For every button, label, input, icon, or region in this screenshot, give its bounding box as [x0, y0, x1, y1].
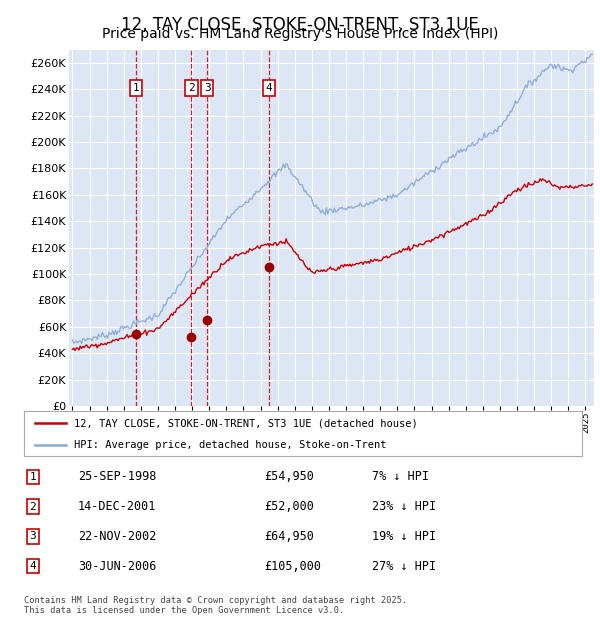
Text: 2: 2: [29, 502, 37, 512]
Text: 27% ↓ HPI: 27% ↓ HPI: [372, 560, 436, 572]
Text: 2: 2: [188, 83, 195, 93]
Text: 12, TAY CLOSE, STOKE-ON-TRENT, ST3 1UE (detached house): 12, TAY CLOSE, STOKE-ON-TRENT, ST3 1UE (…: [74, 418, 418, 428]
Text: £54,950: £54,950: [264, 471, 314, 483]
Text: 25-SEP-1998: 25-SEP-1998: [78, 471, 157, 483]
Text: 30-JUN-2006: 30-JUN-2006: [78, 560, 157, 572]
Text: 1: 1: [133, 83, 140, 93]
Text: 14-DEC-2001: 14-DEC-2001: [78, 500, 157, 513]
Text: 4: 4: [29, 561, 37, 571]
Text: 3: 3: [29, 531, 37, 541]
Text: 23% ↓ HPI: 23% ↓ HPI: [372, 500, 436, 513]
Text: £105,000: £105,000: [264, 560, 321, 572]
Text: £64,950: £64,950: [264, 530, 314, 542]
Text: 7% ↓ HPI: 7% ↓ HPI: [372, 471, 429, 483]
Text: 1: 1: [29, 472, 37, 482]
Text: 22-NOV-2002: 22-NOV-2002: [78, 530, 157, 542]
Text: 12, TAY CLOSE, STOKE-ON-TRENT, ST3 1UE: 12, TAY CLOSE, STOKE-ON-TRENT, ST3 1UE: [121, 16, 479, 33]
Text: Price paid vs. HM Land Registry's House Price Index (HPI): Price paid vs. HM Land Registry's House …: [102, 27, 498, 42]
Text: HPI: Average price, detached house, Stoke-on-Trent: HPI: Average price, detached house, Stok…: [74, 440, 387, 450]
Text: 4: 4: [266, 83, 272, 93]
Text: £52,000: £52,000: [264, 500, 314, 513]
Text: 3: 3: [204, 83, 211, 93]
Text: Contains HM Land Registry data © Crown copyright and database right 2025.
This d: Contains HM Land Registry data © Crown c…: [24, 596, 407, 615]
Text: 19% ↓ HPI: 19% ↓ HPI: [372, 530, 436, 542]
